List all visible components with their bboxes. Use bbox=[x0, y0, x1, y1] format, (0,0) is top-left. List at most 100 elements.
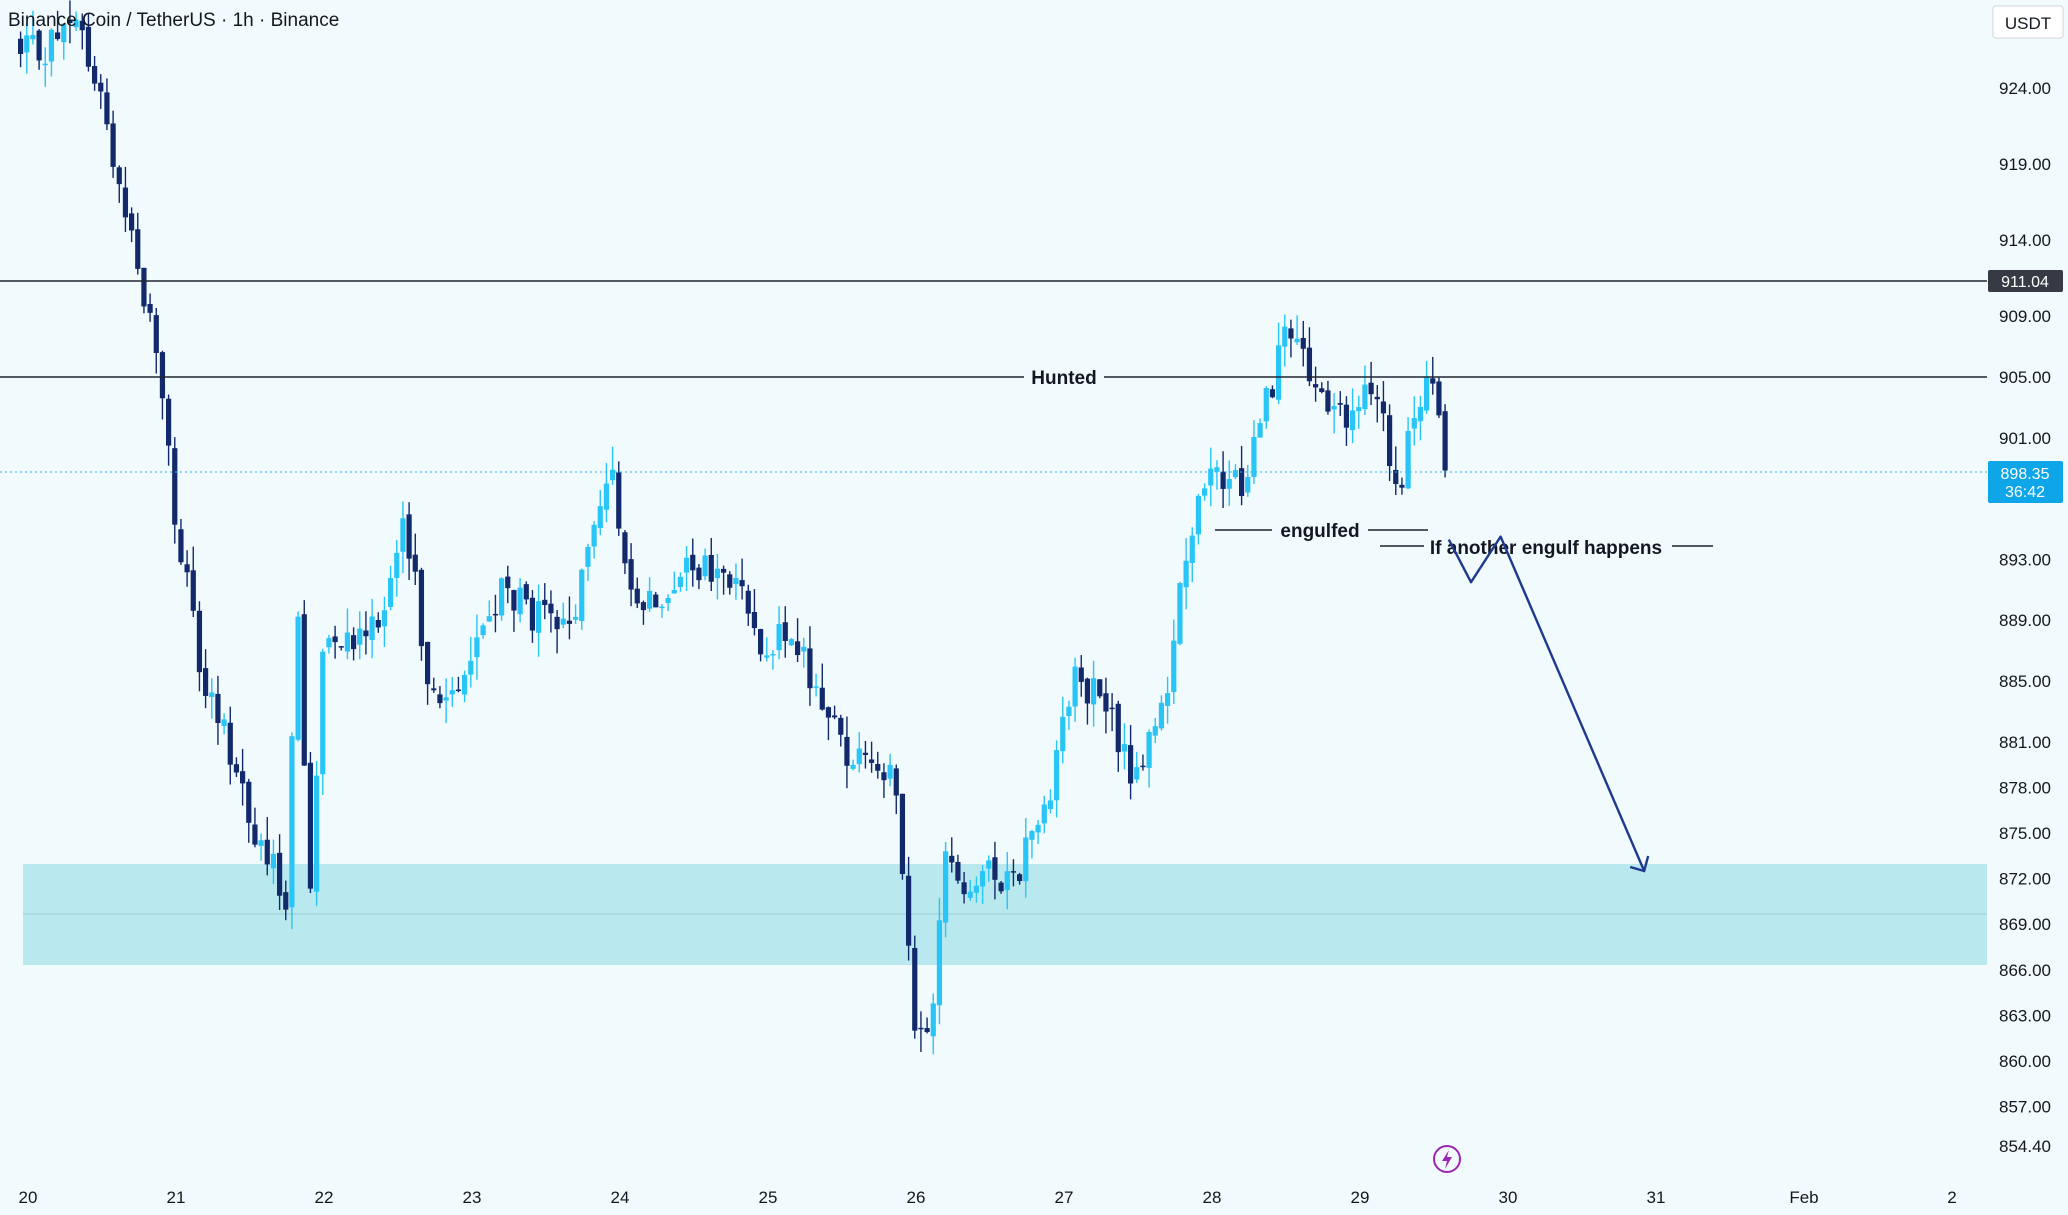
candle-body bbox=[1257, 423, 1263, 438]
time-tick: 28 bbox=[1203, 1188, 1222, 1207]
price-tick: 893.00 bbox=[1999, 550, 2051, 569]
candle-body bbox=[893, 768, 899, 796]
candle-body bbox=[79, 20, 85, 31]
candle-body bbox=[875, 763, 881, 771]
candle-body bbox=[400, 518, 406, 552]
candle-body bbox=[375, 620, 381, 628]
candle-body bbox=[1134, 767, 1140, 780]
candle-body bbox=[708, 554, 714, 582]
candle-body bbox=[702, 555, 708, 577]
candle-body bbox=[1232, 470, 1239, 478]
candle-body bbox=[431, 688, 437, 691]
candle-body bbox=[492, 613, 499, 616]
candle-body bbox=[523, 584, 529, 600]
candle-body bbox=[634, 588, 640, 604]
candle-body bbox=[973, 885, 980, 893]
candle-body bbox=[1078, 667, 1084, 682]
candle-body bbox=[1350, 410, 1356, 431]
candle-body bbox=[67, 20, 73, 24]
candle-body bbox=[240, 771, 246, 784]
candle-body bbox=[912, 947, 918, 1031]
candle-body bbox=[536, 601, 542, 633]
candle-body bbox=[684, 557, 690, 573]
candle-body bbox=[1097, 679, 1103, 697]
candle-body bbox=[462, 674, 468, 695]
candle-body bbox=[314, 775, 320, 892]
price-tick: 889.00 bbox=[1999, 611, 2051, 630]
candle-body bbox=[135, 229, 141, 269]
price-tick: 885.00 bbox=[1999, 672, 2051, 691]
candle-body bbox=[881, 772, 887, 781]
candle-body bbox=[1183, 560, 1189, 588]
candlestick-series bbox=[18, 0, 1448, 1055]
time-axis: 20 21 22 23 24 25 26 27 28 29 30 31 Feb 2 bbox=[19, 1188, 1957, 1207]
candle-body bbox=[696, 567, 702, 581]
candle-body bbox=[190, 570, 196, 611]
candle-body bbox=[1251, 437, 1257, 477]
candle-body bbox=[770, 653, 776, 656]
candle-body bbox=[73, 19, 79, 28]
level-911-badge bbox=[1988, 270, 2063, 292]
candle-body bbox=[394, 552, 400, 578]
price-tick: 860.00 bbox=[1999, 1052, 2051, 1071]
candle-body bbox=[455, 689, 462, 692]
candle-body bbox=[48, 29, 55, 62]
level-911-value: 911.04 bbox=[2001, 274, 2049, 291]
candle-body bbox=[301, 614, 307, 766]
projection-path bbox=[1447, 535, 1646, 872]
candle-body bbox=[918, 1027, 924, 1030]
candle-body bbox=[721, 568, 727, 573]
candle-body bbox=[295, 616, 301, 740]
candle-body bbox=[159, 352, 166, 399]
time-tick: 23 bbox=[463, 1188, 482, 1207]
candle-body bbox=[363, 630, 369, 637]
candle-body bbox=[1072, 666, 1078, 707]
candle-body bbox=[801, 646, 807, 652]
time-tick: 21 bbox=[167, 1188, 186, 1207]
candle-body bbox=[196, 610, 203, 673]
candle-body bbox=[1195, 495, 1202, 535]
candle-body bbox=[961, 882, 967, 895]
candle-body bbox=[610, 469, 616, 481]
candle-body bbox=[1325, 390, 1331, 412]
candle-body bbox=[258, 840, 264, 846]
candle-body bbox=[1319, 388, 1325, 393]
price-tick: 866.00 bbox=[1999, 961, 2051, 980]
candle-body bbox=[1313, 384, 1319, 388]
candle-body bbox=[1140, 765, 1146, 768]
candle-body bbox=[1189, 535, 1195, 563]
candle-body bbox=[936, 920, 943, 1006]
candle-body bbox=[55, 32, 61, 39]
candle-body bbox=[1066, 706, 1072, 716]
candle-body bbox=[764, 655, 770, 658]
candle-body bbox=[529, 597, 536, 631]
usdt-label: USDT bbox=[2005, 14, 2051, 33]
price-tick: 901.00 bbox=[1999, 429, 2051, 448]
price-tick: 909.00 bbox=[1999, 307, 2051, 326]
candle-body bbox=[1017, 874, 1023, 882]
candle-body bbox=[1177, 583, 1183, 644]
candle-body bbox=[832, 715, 838, 718]
candle-body bbox=[36, 30, 42, 61]
candle-body bbox=[320, 651, 326, 775]
candle-body bbox=[85, 26, 92, 67]
time-tick: 26 bbox=[907, 1188, 926, 1207]
last-price-badge bbox=[1988, 461, 2063, 503]
candle-body bbox=[980, 871, 986, 887]
usdt-badge[interactable] bbox=[1992, 5, 2064, 39]
candle-body bbox=[986, 860, 992, 869]
candle-body bbox=[1220, 471, 1226, 489]
price-tick: 924.00 bbox=[1999, 79, 2051, 98]
candle-body bbox=[943, 851, 949, 923]
candle-body bbox=[486, 616, 492, 622]
price-tick: 914.00 bbox=[1999, 231, 2051, 250]
candle-body bbox=[813, 686, 819, 688]
candle-body bbox=[129, 213, 135, 231]
candle-body bbox=[1202, 488, 1208, 496]
candle-body bbox=[153, 315, 159, 353]
time-tick: 22 bbox=[315, 1188, 334, 1207]
candle-body bbox=[344, 632, 351, 652]
engulfed-label: engulfed bbox=[1280, 521, 1359, 542]
